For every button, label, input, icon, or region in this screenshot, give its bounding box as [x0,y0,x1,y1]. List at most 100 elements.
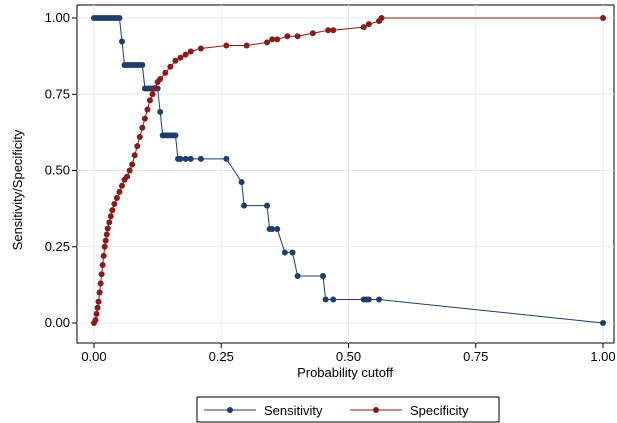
specificity-point [600,15,606,21]
specificity-point [269,36,276,43]
specificity-point [325,27,332,34]
x-tick-label: 0.00 [81,349,106,364]
specificity-point [98,271,105,278]
y-axis: 0.00 0.25 0.50 0.75 1.00 [45,10,77,330]
specificity-point [103,231,110,238]
specificity-point [126,167,133,174]
specificity-point [172,57,179,64]
specificity-point [95,298,102,305]
x-tick-label: 1.00 [590,349,615,364]
specificity-point [167,63,174,70]
legend-swatch-marker [227,407,233,413]
sensitivity-point [376,296,383,303]
specificity-point [365,21,372,28]
specificity-point [294,33,301,40]
sensitivity-point [281,249,288,256]
specificity-series [91,15,606,326]
specificity-point [124,173,131,180]
specificity-point [94,304,101,311]
specificity-point [97,280,104,287]
legend-label: Specificity [410,403,469,418]
sensitivity-point [177,155,184,162]
specificity-point [111,201,118,208]
sensitivity-point [187,155,194,162]
sensitivity-point [241,202,248,209]
y-tick-label: 1.00 [45,10,70,25]
sensitivity-point [223,155,230,162]
specificity-point [109,207,116,214]
specificity-point [141,115,148,122]
specificity-point [100,252,107,259]
legend: Sensitivity Specificity [196,396,500,423]
legend-swatch-marker [373,407,379,413]
specificity-point [309,30,316,37]
specificity-point [162,69,169,76]
specificity-point [102,237,109,244]
sensitivity-point [289,249,296,256]
specificity-point [177,54,184,61]
sensitivity-point [269,226,276,233]
x-tick-label: 0.50 [336,349,361,364]
legend-item-specificity: Specificity [350,403,469,418]
specificity-point [116,188,123,195]
specificity-point [284,33,291,40]
legend-items: Sensitivity Specificity [204,403,469,418]
specificity-point [274,36,281,43]
specificity-point [330,27,337,34]
specificity-point [197,45,204,52]
legend-item-sensitivity: Sensitivity [204,403,323,418]
specificity-point [104,225,111,232]
specificity-point [101,243,108,250]
series-layer [91,15,606,326]
sensitivity-point [274,226,281,233]
specificity-point [223,42,230,49]
sensitivity-point [197,155,204,162]
legend-box [196,396,500,423]
specificity-point [243,42,250,49]
grid [77,5,614,343]
x-axis: 0.00 0.25 0.50 0.75 1.00 [81,343,616,364]
specificity-point [92,316,99,323]
sensitivity-point [157,108,164,115]
sensitivity-point [600,320,606,326]
y-tick-label: 0.50 [45,163,70,178]
specificity-point [264,39,271,46]
specificity-point [118,182,125,189]
sensitivity-point [118,38,125,45]
y-axis-title: Sensitivity/Specificity [10,129,25,250]
sensitivity-point [139,61,146,68]
sensitivity-point [330,296,337,303]
sensitivity-point [322,296,329,303]
x-tick-label: 0.25 [209,349,234,364]
specificity-point [139,124,146,131]
specificity-point [99,262,106,269]
specificity-point [157,76,164,82]
specificity-point [187,48,194,55]
specificity-point [113,194,120,201]
specificity-point [144,106,151,113]
specificity-point [96,289,103,296]
y-tick-label: 0.00 [45,315,70,330]
specificity-point [136,133,143,140]
specificity-point [378,15,385,21]
y-tick-label: 0.75 [45,86,70,101]
specificity-point [93,310,100,317]
x-axis-title: Probability cutoff [297,365,393,380]
specificity-point [152,85,159,92]
specificity-point [182,51,189,58]
specificity-line [93,17,603,324]
sensitivity-point [294,273,301,280]
specificity-point [134,143,141,150]
sensitivity-point [238,179,245,186]
specificity-point [146,97,153,104]
sensitivity-point [365,296,372,303]
legend-label: Sensitivity [264,403,323,418]
plot-area [76,4,615,344]
specificity-point [106,219,113,226]
sensitivity-point [172,132,179,139]
specificity-point [149,91,156,98]
specificity-point [360,24,367,31]
sensitivity-point [320,273,327,280]
specificity-point [107,213,114,220]
